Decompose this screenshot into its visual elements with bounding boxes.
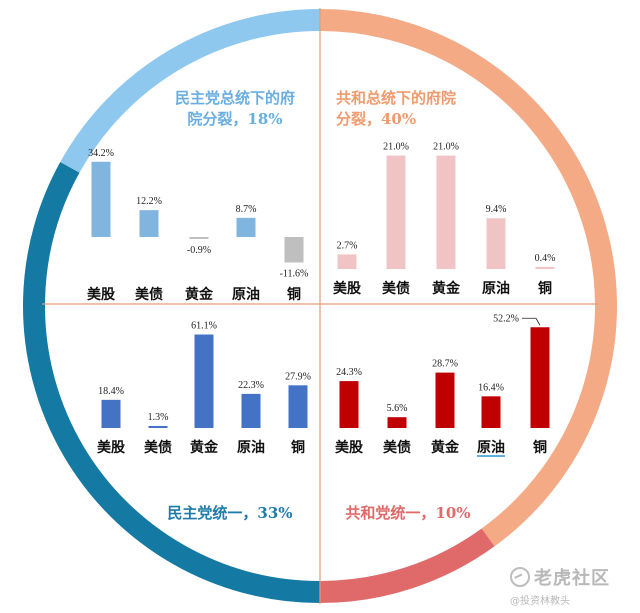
value-label-bottom-left-1: 1.3% (148, 412, 169, 423)
bar-bottom-right-3 (481, 396, 501, 428)
category-label-top-left-0: 美股 (87, 286, 116, 303)
value-label-top-right-2: 21.0% (433, 142, 459, 153)
value-label-top-left-4: -11.6% (280, 269, 309, 280)
bar-top-right-0 (337, 254, 357, 269)
bar-top-right-4 (535, 266, 555, 269)
ring-segment-gop-unified (319, 528, 495, 603)
category-label-bottom-right-4: 铜 (533, 439, 547, 456)
title-bottom-left: 民主党统一，33% (167, 504, 293, 522)
title-top-right-line2: 分裂，40% (336, 110, 417, 128)
value-label-top-right-4: 0.4% (535, 253, 556, 264)
category-label-bottom-left-4: 铜 (291, 439, 305, 456)
bar-bottom-left-1 (148, 426, 168, 428)
bar-bottom-right-2 (435, 372, 455, 428)
category-label-top-right-0: 美股 (333, 280, 362, 297)
category-label-bottom-right-0: 美股 (335, 439, 364, 456)
bar-top-left-2 (189, 237, 209, 239)
watermark-line1: 老虎社区 (534, 568, 610, 589)
ring-segment-dem-unified (23, 162, 321, 603)
value-label-bottom-right-0: 24.3% (336, 367, 362, 378)
category-label-top-right-2: 黄金 (432, 280, 461, 297)
bar-top-left-1 (139, 210, 159, 237)
bar-bottom-left-4 (288, 385, 308, 428)
category-label-top-right-3: 原油 (482, 280, 510, 297)
category-label-top-left-4: 铜 (287, 286, 301, 303)
leader-line (522, 317, 541, 326)
bar-bottom-right-0 (339, 381, 359, 428)
bar-top-left-3 (236, 217, 256, 237)
bar-top-right-1 (386, 155, 406, 269)
ring-segment-gop-divided (319, 9, 617, 547)
value-label-top-right-3: 9.4% (486, 204, 507, 215)
value-label-top-right-0: 2.7% (337, 240, 358, 251)
value-label-bottom-left-0: 18.4% (98, 386, 124, 397)
bar-bottom-left-3 (241, 393, 261, 428)
value-label-bottom-right-4: 52.2% (493, 313, 519, 324)
value-label-top-right-1: 21.0% (383, 142, 409, 153)
value-label-top-left-2: -0.9% (187, 245, 211, 256)
bar-top-left-0 (91, 161, 111, 237)
bar-bottom-right-4 (530, 327, 550, 428)
value-label-bottom-left-2: 61.1% (191, 321, 217, 332)
bar-bottom-right-1 (387, 417, 407, 428)
title-top-right-line1: 共和总统下的府院 (336, 89, 457, 107)
value-label-bottom-right-3: 16.4% (478, 382, 504, 393)
ring-segment-dem-divided (60, 9, 321, 173)
category-label-bottom-right-1: 美债 (383, 439, 411, 456)
category-label-bottom-left-0: 美股 (97, 439, 126, 456)
value-label-bottom-left-4: 27.9% (285, 371, 311, 382)
value-label-top-left-1: 12.2% (136, 196, 162, 207)
category-label-top-left-2: 黄金 (185, 286, 214, 303)
bar-bottom-left-0 (101, 399, 121, 428)
bar-top-left-4 (284, 237, 304, 263)
value-label-top-left-3: 8.7% (236, 204, 257, 215)
category-label-top-left-1: 美债 (135, 286, 163, 303)
bar-top-right-3 (486, 218, 506, 269)
category-label-bottom-right-2: 黄金 (431, 439, 460, 456)
value-label-bottom-left-3: 22.3% (238, 380, 264, 391)
watermark: 老虎社区 @投资林教头 (510, 564, 630, 607)
bar-top-right-2 (436, 155, 456, 269)
title-top-left-line1: 民主党总统下的府 (174, 89, 295, 107)
title-top-right: 共和总统下的府院 分裂，40% (336, 88, 486, 130)
category-label-top-right-1: 美债 (382, 280, 410, 297)
watermark-line2: @投资林教头 (510, 596, 570, 607)
title-top-left: 民主党总统下的府 院分裂，18% (160, 88, 310, 130)
category-label-bottom-left-2: 黄金 (190, 439, 219, 456)
category-label-top-left-3: 原油 (232, 286, 260, 303)
bars-layer: 34.2% 美股 12.2% 美债 -0.9% 黄金 8.7% 原油 -11.6% 铜 2.7% 美股… (87, 142, 556, 457)
category-label-top-right-4: 铜 (538, 280, 552, 297)
value-label-bottom-right-1: 5.6% (387, 403, 408, 414)
bar-bottom-left-2 (194, 334, 214, 428)
outer-ring (23, 9, 617, 603)
tiger-logo-icon (510, 567, 530, 587)
category-label-bottom-right-3: 原油 (477, 439, 505, 456)
category-label-bottom-left-3: 原油 (237, 439, 265, 456)
value-label-bottom-right-2: 28.7% (432, 359, 458, 370)
value-label-top-left-0: 34.2% (88, 148, 114, 159)
title-top-left-line2: 院分裂，18% (187, 110, 283, 128)
title-bottom-right: 共和党统一，10% (345, 504, 471, 522)
category-label-bottom-left-1: 美债 (144, 439, 172, 456)
